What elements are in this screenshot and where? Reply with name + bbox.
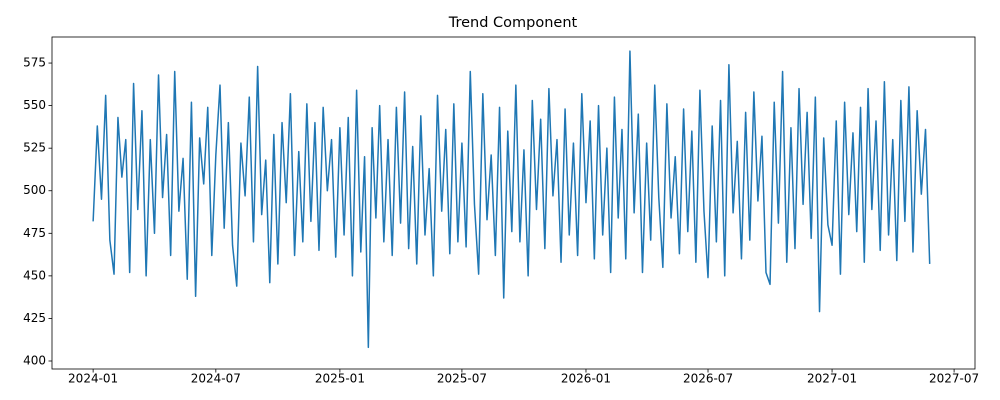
y-tick-label: 425 (23, 311, 46, 325)
y-tick-label: 450 (23, 268, 46, 282)
y-tick-label: 400 (23, 353, 46, 367)
x-tick-label: 2024-01 (68, 372, 118, 386)
y-tick-label: 500 (23, 183, 46, 197)
y-tick-label: 575 (23, 56, 46, 70)
plot-frame (51, 36, 976, 370)
x-tick-label: 2024-07 (191, 372, 241, 386)
y-tick-label: 475 (23, 226, 46, 240)
x-tick-label: 2026-07 (683, 372, 733, 386)
x-tick-label: 2027-01 (807, 372, 857, 386)
x-tick-label: 2025-07 (437, 372, 487, 386)
chart-title: Trend Component (448, 15, 578, 31)
y-tick-label: 550 (23, 98, 46, 112)
y-tick-label: 525 (23, 141, 46, 155)
x-tick-label: 2026-01 (561, 372, 611, 386)
line (92, 50, 931, 349)
x-tick-label: 2025-01 (315, 372, 365, 386)
x-tick-label: 2027-07 (929, 372, 979, 386)
